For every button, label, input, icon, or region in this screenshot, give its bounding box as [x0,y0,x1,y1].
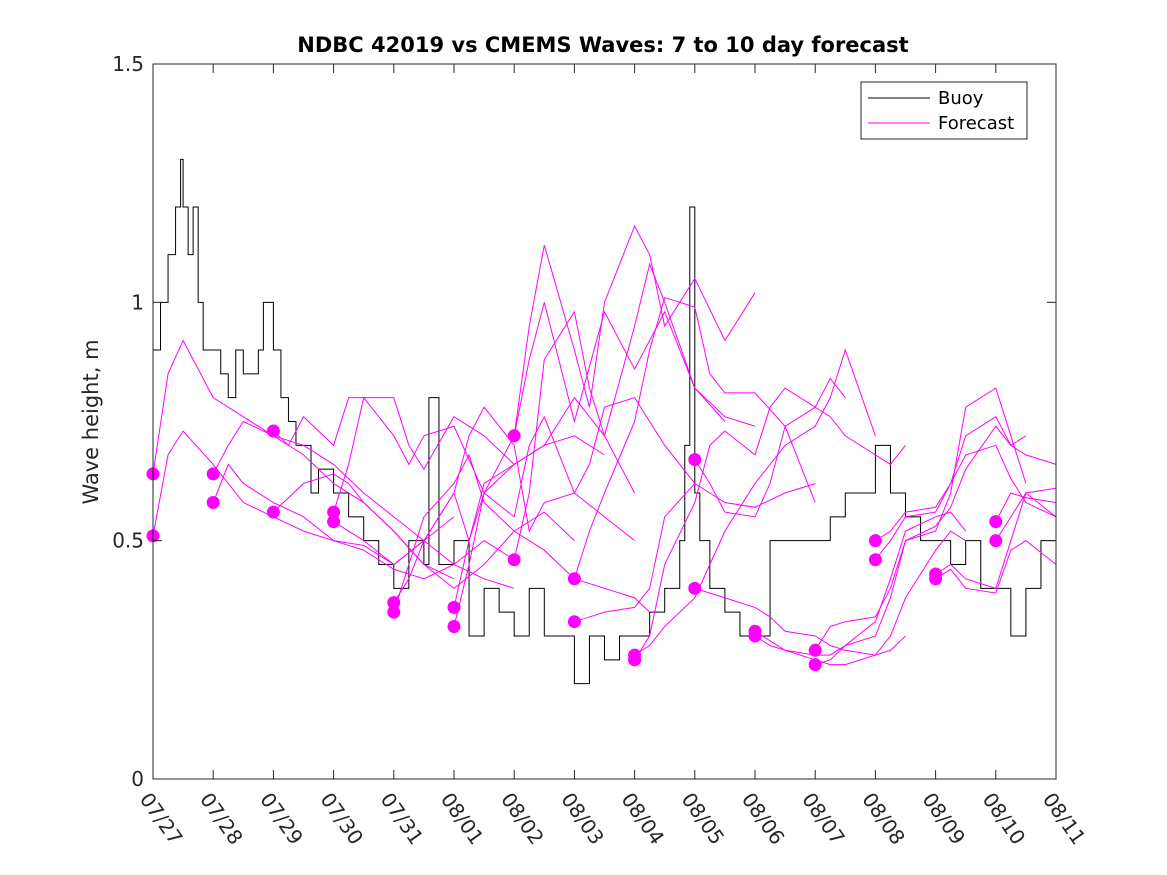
forecast-start-point-16 [567,615,581,629]
chart-title: NDBC 42019 vs CMEMS Waves: 7 to 10 day f… [297,33,908,57]
legend-buoy-label: Buoy [938,88,984,109]
forecast-series-line-17 [634,348,876,656]
forecast-start-point-18 [628,653,642,667]
forecast-start-point-12 [447,600,461,614]
forecast-series-line-19 [694,406,906,518]
forecast-series-line-22 [754,511,967,656]
plot-area-frame [152,63,1057,780]
y-tick-label: 1 [131,290,144,314]
legend-box [860,81,1028,140]
forecast-start-point-14 [507,553,521,567]
forecast-start-point-30 [989,534,1003,548]
forecast-start-point-10 [387,605,401,619]
y-tick-label: 1.5 [112,52,144,76]
forecast-series-line-8 [333,397,605,513]
forecast-series-line-24 [815,387,1027,666]
forecast-start-point-19 [688,453,702,467]
y-axis-label: Wave height, m [79,339,103,504]
forecast-start-point-9 [387,596,401,610]
forecast-series-line-30 [995,487,1057,541]
forecast-series-line-14 [513,262,756,560]
buoy-series-line [153,158,1057,685]
forecast-start-point-6 [266,424,280,438]
series-layer [146,158,1057,685]
forecast-series-line-26 [875,444,1057,561]
y-tick-label: 0.5 [112,529,144,553]
forecast-series-line-18 [634,377,846,661]
forecast-start-point-8 [327,505,341,519]
forecast-series-line-6 [273,397,515,494]
forecast-series-line-5 [273,473,575,589]
forecast-start-point-7 [327,515,341,529]
forecast-start-point-20 [688,581,702,595]
forecast-series-line-11 [453,302,726,627]
y-tick-label: 0 [131,767,144,791]
forecast-start-point-22 [748,629,762,643]
forecast-series-line-25 [875,416,1057,542]
forecast-start-point-13 [507,429,521,443]
legend-forecast-label: Forecast [938,113,1014,134]
forecast-start-point-24 [808,658,822,672]
forecast-series-line-9 [393,406,635,603]
forecast-series-line-10 [393,453,650,613]
forecast-start-point-23 [808,643,822,657]
forecast-series-line-23 [814,425,1027,651]
forecast-series-line-3 [212,463,515,580]
forecast-start-point-3 [206,496,220,510]
forecast-start-point-5 [266,505,280,519]
forecast-series-line-13 [513,224,756,436]
forecast-start-point-26 [868,553,882,567]
legend: Buoy Forecast [860,81,1028,140]
forecast-series-line-12 [453,397,696,608]
forecast-start-point-11 [447,619,461,633]
forecast-series-line-4 [212,420,515,589]
forecast-start-point-4 [206,467,220,481]
forecast-series-line-15 [573,296,816,579]
forecast-series-line-29 [995,492,1057,522]
forecast-start-point-25 [868,534,882,548]
forecast-series-line-21 [754,530,966,666]
forecast-series-line-28 [935,540,1057,594]
forecast-start-point-15 [567,572,581,586]
forecast-series-line-20 [694,587,906,656]
forecast-start-point-28 [929,572,943,586]
forecast-start-point-29 [989,515,1003,529]
